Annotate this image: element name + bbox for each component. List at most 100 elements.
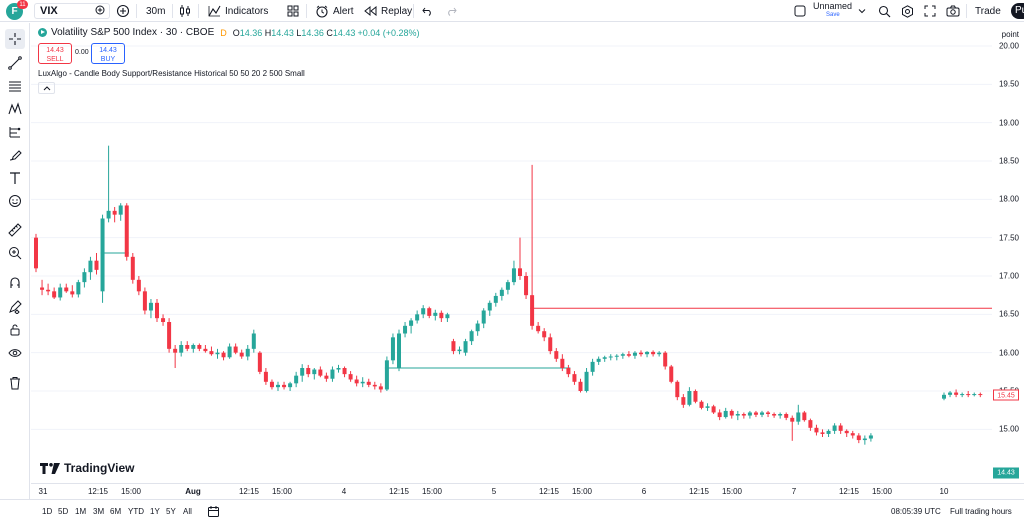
publish-button[interactable]: Pu — [1011, 3, 1024, 19]
range-ytd[interactable]: YTD — [128, 507, 144, 516]
range-3m[interactable]: 3M — [93, 507, 105, 516]
hide-drawings-eye-icon[interactable] — [5, 343, 25, 363]
candle-body — [342, 368, 347, 375]
candle-body — [530, 295, 535, 326]
emoji-tool-icon[interactable] — [5, 191, 25, 211]
zoom-in-icon[interactable] — [5, 243, 25, 263]
high-label: H — [264, 27, 272, 38]
toolbar-divider — [966, 4, 967, 18]
fullscreen-icon[interactable] — [924, 3, 936, 19]
indicators-label: Indicators — [225, 5, 269, 17]
candle-body — [161, 318, 166, 322]
price-chart[interactable] — [31, 23, 992, 483]
market-status-icon[interactable] — [38, 28, 47, 37]
candle-body — [415, 314, 420, 321]
indicators-button[interactable]: Indicators — [208, 3, 268, 19]
close-value: 14.43 — [332, 27, 356, 38]
undo-icon[interactable] — [422, 3, 433, 19]
candle-body — [681, 397, 686, 405]
candle-body — [960, 394, 965, 396]
range-1m[interactable]: 1M — [75, 507, 87, 516]
time-axis[interactable]: 31 12:15 15:00 Aug 12:15 15:00 4 12:15 15:00 5 12:… — [31, 483, 1024, 498]
indicator-legend[interactable]: LuxAlgo - Candle Body Support/Resistance… — [38, 69, 305, 78]
time-axis-label: 15:00 — [721, 487, 743, 496]
notification-badge[interactable]: 11 — [17, 0, 28, 9]
toolbar-divider — [172, 4, 173, 18]
candle-body — [366, 381, 371, 385]
range-5y[interactable]: 5Y — [166, 507, 176, 516]
candle-body — [197, 345, 202, 349]
buy-button[interactable]: 14.43 BUY — [91, 43, 125, 64]
range-all[interactable]: All — [183, 507, 192, 516]
fib-retracement-icon[interactable] — [5, 76, 25, 96]
candle-body — [499, 289, 504, 296]
candle-body — [838, 425, 843, 431]
price-scale-label: 16.00 — [998, 348, 1019, 358]
candle-body — [64, 287, 69, 292]
forecast-tool-icon[interactable] — [5, 122, 25, 142]
chart-type-candles-icon[interactable] — [179, 3, 191, 19]
range-5d[interactable]: 5D — [58, 507, 69, 516]
candle-body — [741, 414, 746, 416]
brush-tool-icon[interactable] — [5, 145, 25, 165]
layout-name[interactable]: Unnamed — [813, 1, 853, 11]
candle-body — [608, 356, 613, 358]
utc-clock[interactable]: 08:05:39 UTC — [891, 507, 941, 516]
price-scale-label: 19.50 — [998, 79, 1019, 89]
high-value: 14.43 — [271, 27, 294, 38]
session-selector[interactable]: Full trading hours — [950, 507, 1012, 516]
time-axis-label: 31 — [38, 487, 48, 496]
layout-checkbox-icon[interactable] — [794, 3, 806, 19]
candle-body — [191, 345, 196, 349]
magnet-icon[interactable] — [5, 273, 25, 293]
stay-in-drawing-mode-icon[interactable] — [5, 297, 25, 317]
candle-body — [669, 366, 674, 382]
interval-button[interactable]: 30m — [146, 5, 166, 17]
candle-body — [723, 410, 728, 418]
range-1y[interactable]: 1Y — [150, 507, 160, 516]
trend-line-icon[interactable] — [5, 53, 25, 73]
candle-body — [645, 351, 650, 355]
candle-body — [390, 337, 395, 361]
lock-drawings-icon[interactable] — [5, 320, 25, 340]
remove-drawings-trash-icon[interactable] — [5, 373, 25, 393]
candle-body — [463, 341, 468, 353]
replay-button[interactable]: Replay — [364, 3, 412, 19]
range-6m[interactable]: 6M — [110, 507, 122, 516]
symbol-title[interactable]: Volatility S&P 500 Index · 30 · CBOE — [51, 27, 215, 38]
ruler-measure-icon[interactable] — [5, 220, 25, 240]
top-toolbar: F 11 VIX 30m Indicators Alert Replay U — [0, 0, 1024, 22]
templates-icon[interactable] — [287, 3, 299, 19]
settings-gear-icon[interactable] — [901, 3, 914, 19]
replay-label: Replay — [381, 5, 413, 17]
pattern-tool-icon[interactable] — [5, 99, 25, 119]
open-value: 14.36 — [239, 27, 263, 38]
candle-body — [942, 394, 946, 399]
trade-button[interactable]: Trade — [975, 5, 1001, 17]
compare-symbol-icon[interactable] — [116, 3, 130, 19]
text-tool-icon[interactable] — [5, 168, 25, 188]
layout-save-link[interactable]: Save — [826, 12, 840, 18]
price-scale-label: 18.00 — [998, 194, 1019, 204]
candle-body — [439, 312, 444, 319]
price-scale[interactable]: point 20.00 19.50 19.00 18.50 18.00 17.50 17.0… — [992, 23, 1024, 483]
crosshair-cursor-icon[interactable] — [5, 29, 25, 49]
price-scale-unit[interactable]: point — [1001, 30, 1019, 39]
alert-button[interactable]: Alert — [315, 3, 354, 19]
candle-body — [626, 354, 631, 356]
candle-body — [209, 351, 214, 355]
candle-body — [76, 282, 81, 295]
candle-body — [487, 302, 492, 311]
go-to-date-calendar-icon[interactable] — [207, 505, 220, 520]
layout-dropdown-chevron-icon[interactable] — [858, 3, 866, 19]
redo-icon[interactable] — [446, 3, 457, 19]
range-1d[interactable]: 1D — [42, 507, 53, 516]
symbol-search-box[interactable]: VIX — [34, 3, 110, 19]
quick-search-icon[interactable] — [878, 3, 891, 19]
collapse-legend-chevron-icon[interactable] — [38, 82, 55, 94]
candle-body — [360, 381, 365, 384]
snapshot-camera-icon[interactable] — [946, 3, 960, 19]
candle-body — [318, 369, 323, 376]
sell-button[interactable]: 14.43 SELL — [38, 43, 72, 64]
add-symbol-icon[interactable] — [95, 5, 105, 18]
